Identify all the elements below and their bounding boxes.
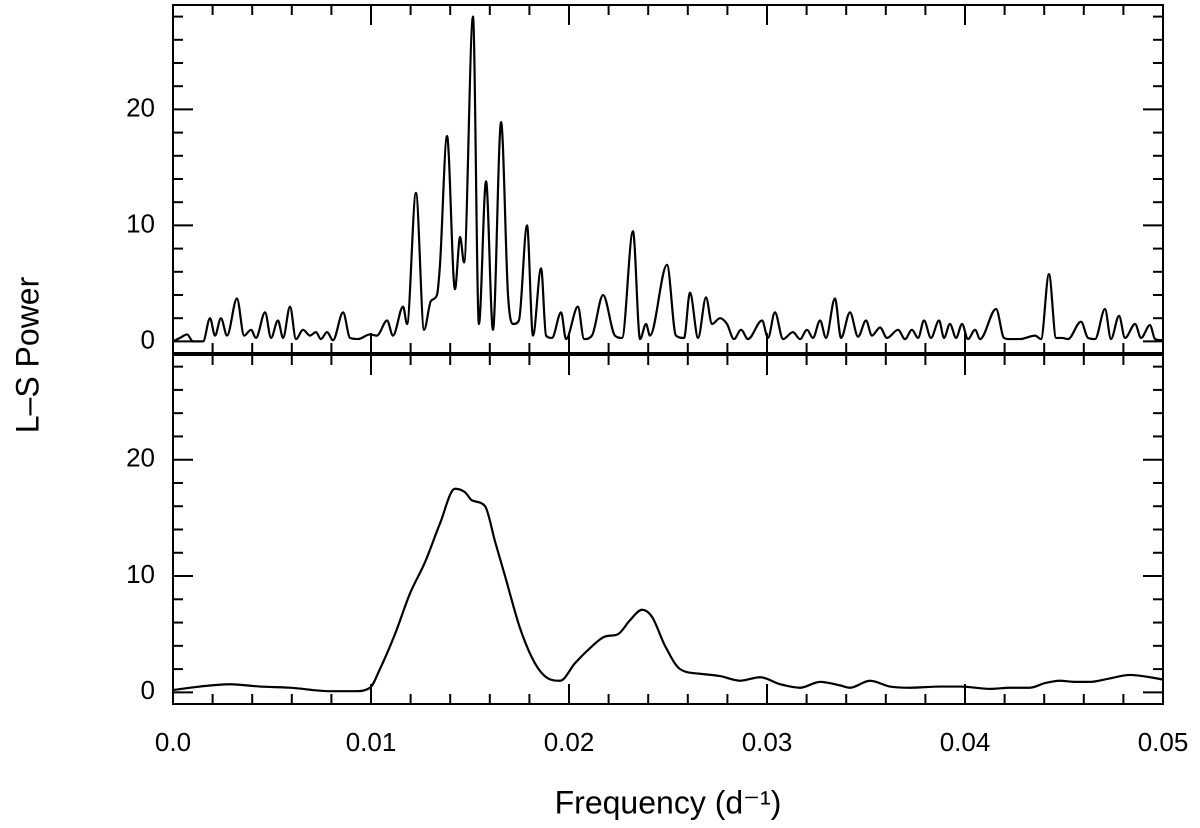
y-axis-label: L–S Power [9, 276, 45, 433]
x-tick-label: 0.01 [346, 727, 397, 757]
y-tick-label: 10 [126, 559, 155, 589]
series-line [172, 487, 1164, 693]
y-tick-label: 20 [126, 443, 155, 473]
x-tick-label: 0.05 [1138, 727, 1189, 757]
y-tick-label: 0 [141, 675, 155, 705]
x-tick-label: 0.0 [155, 727, 191, 757]
x-tick-label: 0.04 [940, 727, 991, 757]
series-line [172, 15, 1164, 343]
x-axis-label: Frequency (d⁻¹) [555, 784, 782, 820]
plot-frame [172, 4, 1164, 354]
x-tick-label: 0.03 [742, 727, 793, 757]
y-tick-label: 10 [126, 208, 155, 238]
y-tick-label: 0 [141, 324, 155, 354]
x-tick-label: 0.02 [544, 727, 595, 757]
y-tick-label: 20 [126, 92, 155, 122]
